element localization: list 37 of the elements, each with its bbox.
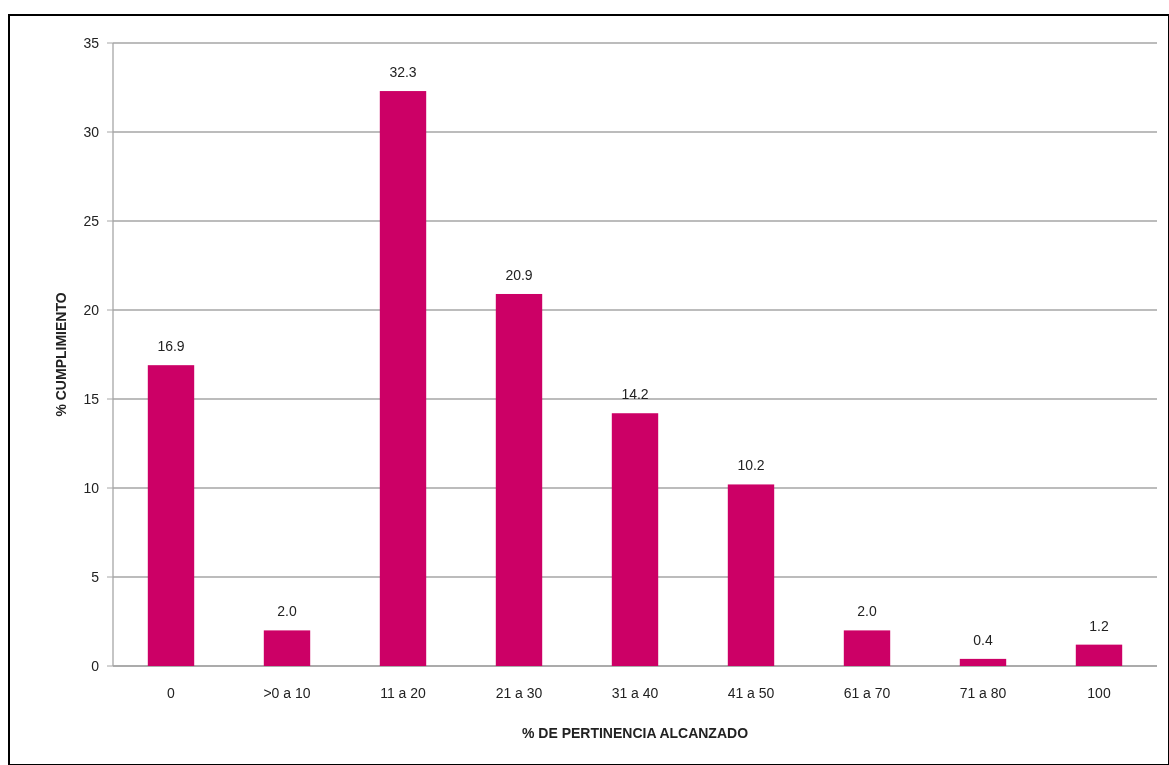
bar [727, 484, 775, 666]
y-tick-label: 10 [83, 479, 100, 496]
bar [495, 293, 543, 666]
data-label: 10.2 [737, 457, 765, 474]
x-tick-label: 41 a 50 [727, 685, 775, 701]
bar [147, 365, 195, 666]
y-tick-label: 0 [91, 657, 100, 674]
y-tick-label: 5 [91, 568, 100, 585]
data-label: 14.2 [621, 386, 649, 403]
x-tick-label: 100 [1087, 685, 1111, 701]
x-tick-label: 0 [167, 685, 176, 701]
data-label: 0.4 [973, 631, 993, 648]
y-tick-label: 15 [83, 390, 100, 407]
bar [843, 630, 891, 666]
x-tick-label: >0 a 10 [263, 685, 311, 701]
x-tick-label: 11 a 20 [380, 685, 427, 701]
y-axis-title: % CUMPLIMIENTO [53, 292, 69, 417]
bar [959, 658, 1007, 666]
y-tick-label: 20 [83, 301, 100, 318]
data-label: 20.9 [505, 266, 533, 283]
x-tick-label: 71 a 80 [959, 685, 1007, 701]
x-tick-label: 61 a 70 [843, 685, 891, 701]
x-tick-label: 31 a 40 [611, 685, 659, 701]
x-tick-label: 21 a 30 [495, 685, 543, 701]
x-axis-title: % DE PERTINENCIA ALCANZADO [521, 725, 749, 741]
y-tick-label: 25 [83, 212, 100, 229]
bar [379, 91, 427, 666]
data-label: 32.3 [389, 64, 417, 81]
data-label: 1.2 [1089, 617, 1109, 634]
data-label: 16.9 [157, 338, 185, 355]
bar [263, 630, 311, 666]
data-label: 2.0 [857, 603, 877, 620]
y-tick-label: 35 [83, 34, 100, 51]
bar [611, 413, 659, 666]
y-tick-label: 30 [83, 123, 100, 140]
data-label: 2.0 [277, 603, 297, 620]
bar [1075, 644, 1123, 666]
